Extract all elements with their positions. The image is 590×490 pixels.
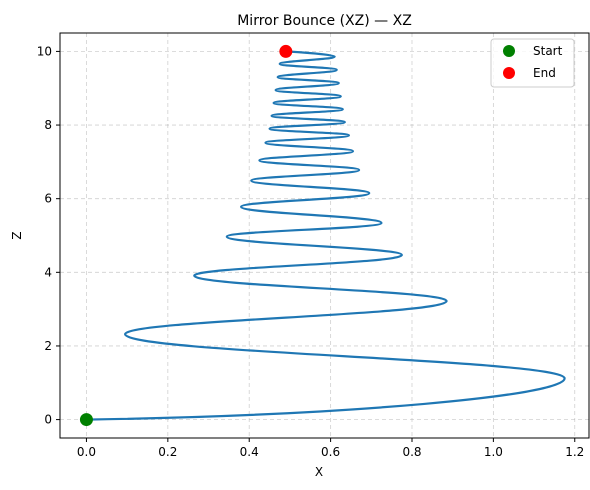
- x-axis: 0.0 0.2 0.4 0.6 0.8 1.0 1.2: [77, 438, 584, 459]
- x-tick-label: 1.0: [484, 445, 503, 459]
- end-point: [279, 44, 293, 58]
- legend-marker-end: [503, 67, 515, 79]
- y-axis-label: Z: [10, 231, 24, 239]
- y-tick-label: 10: [37, 44, 52, 58]
- x-tick-label: 0.2: [158, 445, 177, 459]
- x-tick-label: 1.2: [565, 445, 584, 459]
- legend-marker-start: [503, 45, 515, 57]
- plot-frame: [59, 32, 590, 439]
- x-tick-label: 0.0: [77, 445, 96, 459]
- y-tick-label: 8: [44, 118, 52, 132]
- legend-label-end: End: [533, 66, 556, 80]
- x-axis-label: X: [315, 465, 323, 479]
- chart-title: Mirror Bounce (XZ) — XZ: [237, 13, 412, 29]
- y-tick-label: 6: [44, 192, 52, 206]
- x-tick-label: 0.8: [402, 445, 421, 459]
- y-tick-label: 0: [44, 413, 52, 427]
- y-tick-label: 2: [44, 339, 52, 353]
- trajectory-line: [86, 50, 566, 421]
- y-axis: 0 2 4 6 8 10: [37, 44, 60, 427]
- plot-area: [79, 44, 566, 427]
- y-tick-label: 4: [44, 265, 52, 279]
- x-tick-label: 0.4: [240, 445, 259, 459]
- start-point: [79, 413, 93, 427]
- grid: [60, 33, 589, 438]
- x-tick-label: 0.6: [321, 445, 340, 459]
- legend-label-start: Start: [533, 44, 563, 58]
- legend: Start End: [490, 38, 575, 88]
